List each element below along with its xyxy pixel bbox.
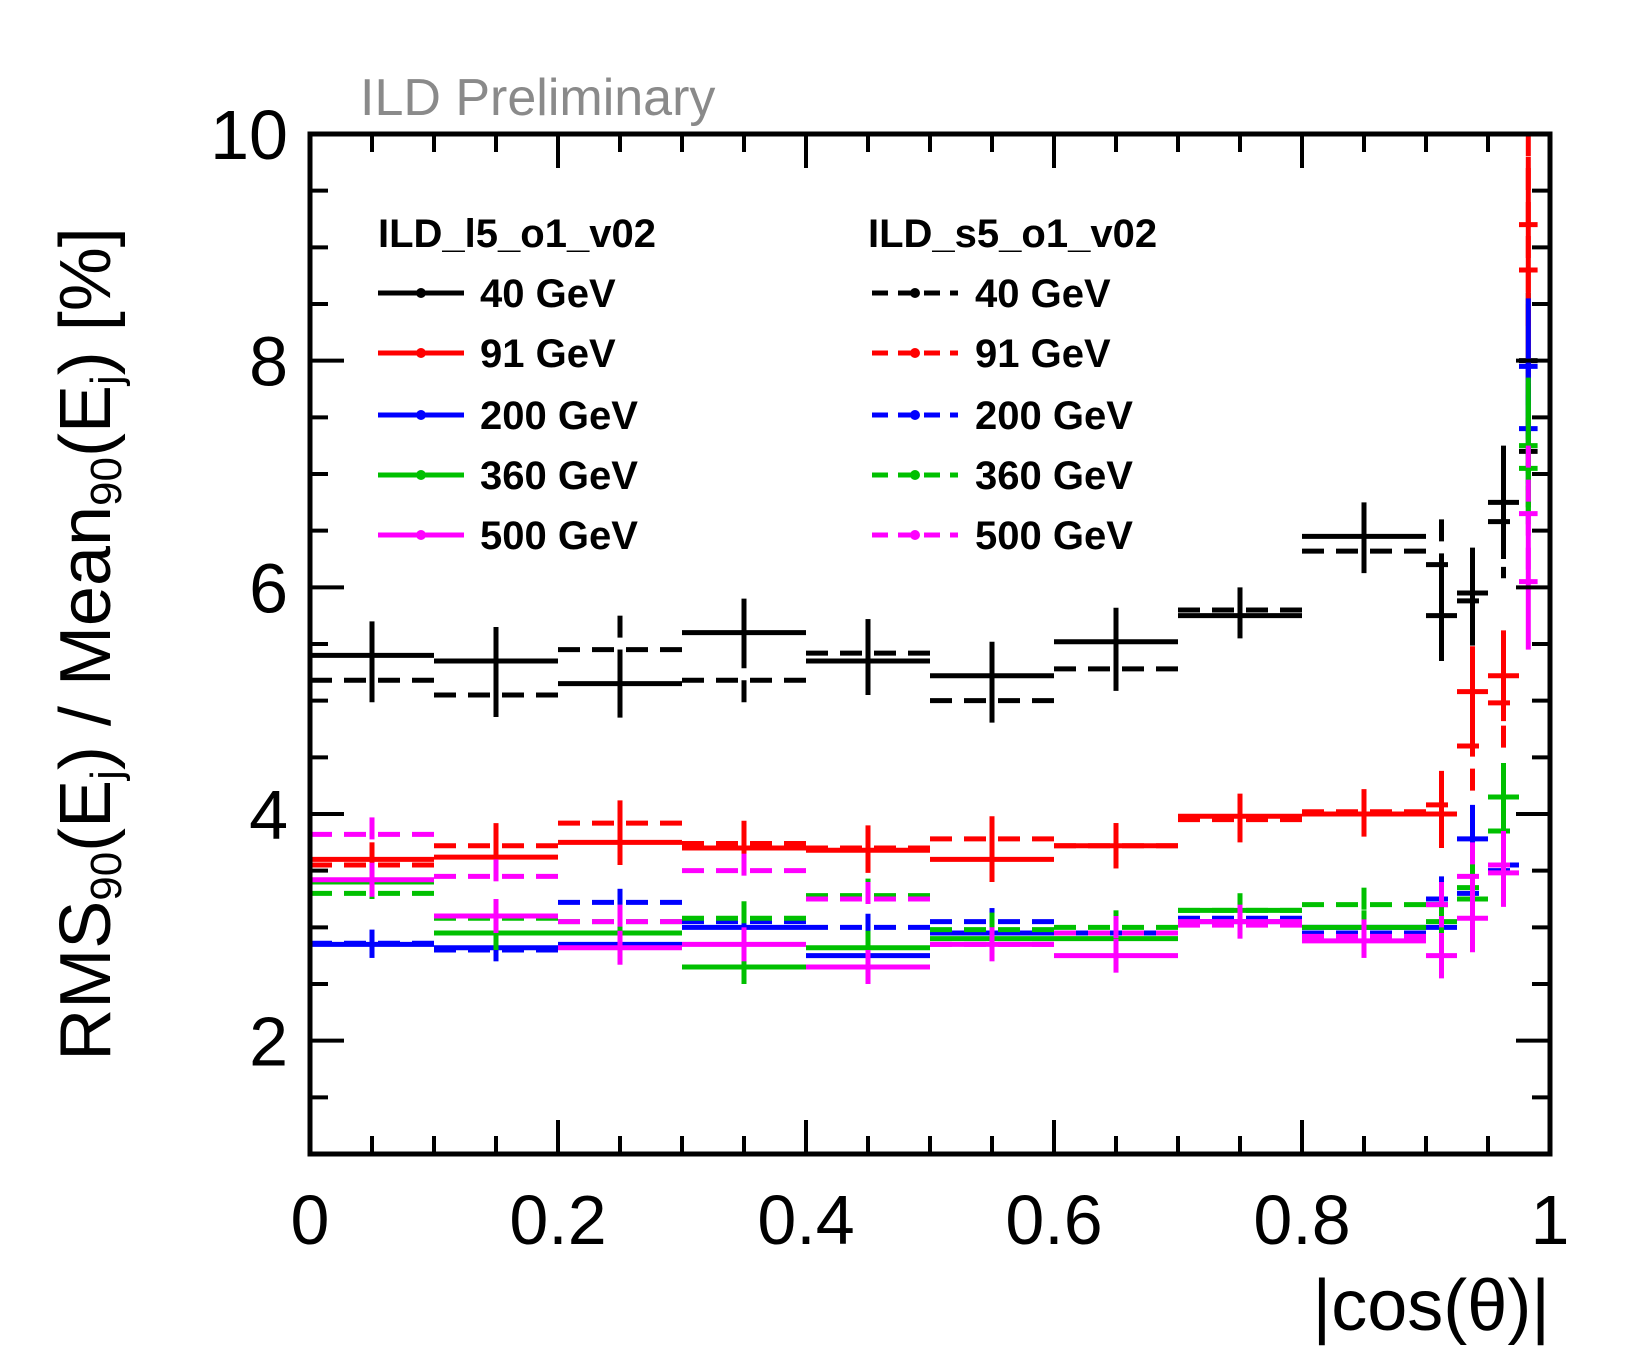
legend-label: 40 GeV: [480, 272, 616, 316]
series-500-gev-dashed: [310, 445, 1538, 962]
legend-marker: [416, 288, 426, 298]
legend-label: 91 GeV: [480, 332, 616, 376]
legend-marker: [416, 530, 426, 540]
y-axis-label: RMS90(Ej) / Mean90(Ej) [%]: [46, 227, 131, 1061]
y-label-part-5: ) [%]: [46, 227, 126, 375]
x-axis-label: |cos(θ)|: [1313, 1266, 1550, 1346]
x-tick-label: 0.8: [1253, 1181, 1350, 1259]
y-label-part-2: (E: [46, 780, 126, 852]
legend-title-small: ILD_s5_o1_v02: [868, 212, 1157, 256]
y-tick-label: 6: [249, 549, 288, 627]
y-tick-label: 8: [249, 323, 288, 401]
y-tick-labels: 2 4 6 8 10: [210, 96, 288, 1081]
y-label-sub-1: 90: [82, 852, 131, 901]
legend-marker: [416, 348, 426, 358]
y-label-part-4: (E: [46, 385, 126, 457]
watermark-label: ILD Preliminary: [360, 69, 715, 127]
legend: ILD_l5_o1_v02 ILD_s5_o1_v02 40 GeV 40 GeV…: [378, 212, 1157, 558]
y-label-part-1: RMS: [46, 901, 126, 1061]
y-tick-label: 2: [249, 1003, 288, 1081]
y-label-sub-2: j: [82, 770, 131, 782]
legend-marker: [910, 470, 920, 480]
y-tick-label: 10: [210, 96, 288, 174]
legend-label: 91 GeV: [975, 332, 1111, 376]
x-tick-label: 0: [291, 1181, 330, 1259]
x-tick-label: 0.2: [509, 1181, 606, 1259]
legend-marker: [910, 288, 920, 298]
legend-marker: [910, 410, 920, 420]
legend-label: 200 GeV: [975, 394, 1133, 438]
series-40-gev-dashed: [310, 383, 1538, 735]
legend-marker: [910, 348, 920, 358]
series-500-gev-solid: [310, 513, 1538, 984]
plot-frame: [307, 131, 1553, 1157]
legend-label: 40 GeV: [975, 272, 1111, 316]
x-tick-label: 0.6: [1005, 1181, 1102, 1259]
legend-label: 500 GeV: [975, 514, 1133, 558]
x-tick-label: 0.4: [757, 1181, 854, 1259]
x-tick-labels: 0 0.2 0.4 0.6 0.8 1: [291, 1181, 1570, 1259]
y-label-part-3: ) / Mean: [46, 506, 126, 770]
legend-label: 200 GeV: [480, 394, 638, 438]
legend-label: 360 GeV: [975, 454, 1133, 498]
legend-marker: [416, 410, 426, 420]
legend-label: 360 GeV: [480, 454, 638, 498]
x-tick-label: 1: [1531, 1181, 1570, 1259]
y-label-sub-3: 90: [82, 457, 131, 506]
legend-title-large: ILD_l5_o1_v02: [378, 212, 656, 256]
data-layer: [310, 134, 1538, 984]
legend-label: 500 GeV: [480, 514, 638, 558]
legend-marker: [416, 470, 426, 480]
y-tick-label: 4: [249, 776, 288, 854]
y-label-sub-4: j: [82, 375, 131, 387]
legend-entries: 40 GeV 40 GeV 91 GeV 91 GeV 200 GeV 200 GeV 36…: [378, 272, 1133, 558]
legend-marker: [910, 530, 920, 540]
